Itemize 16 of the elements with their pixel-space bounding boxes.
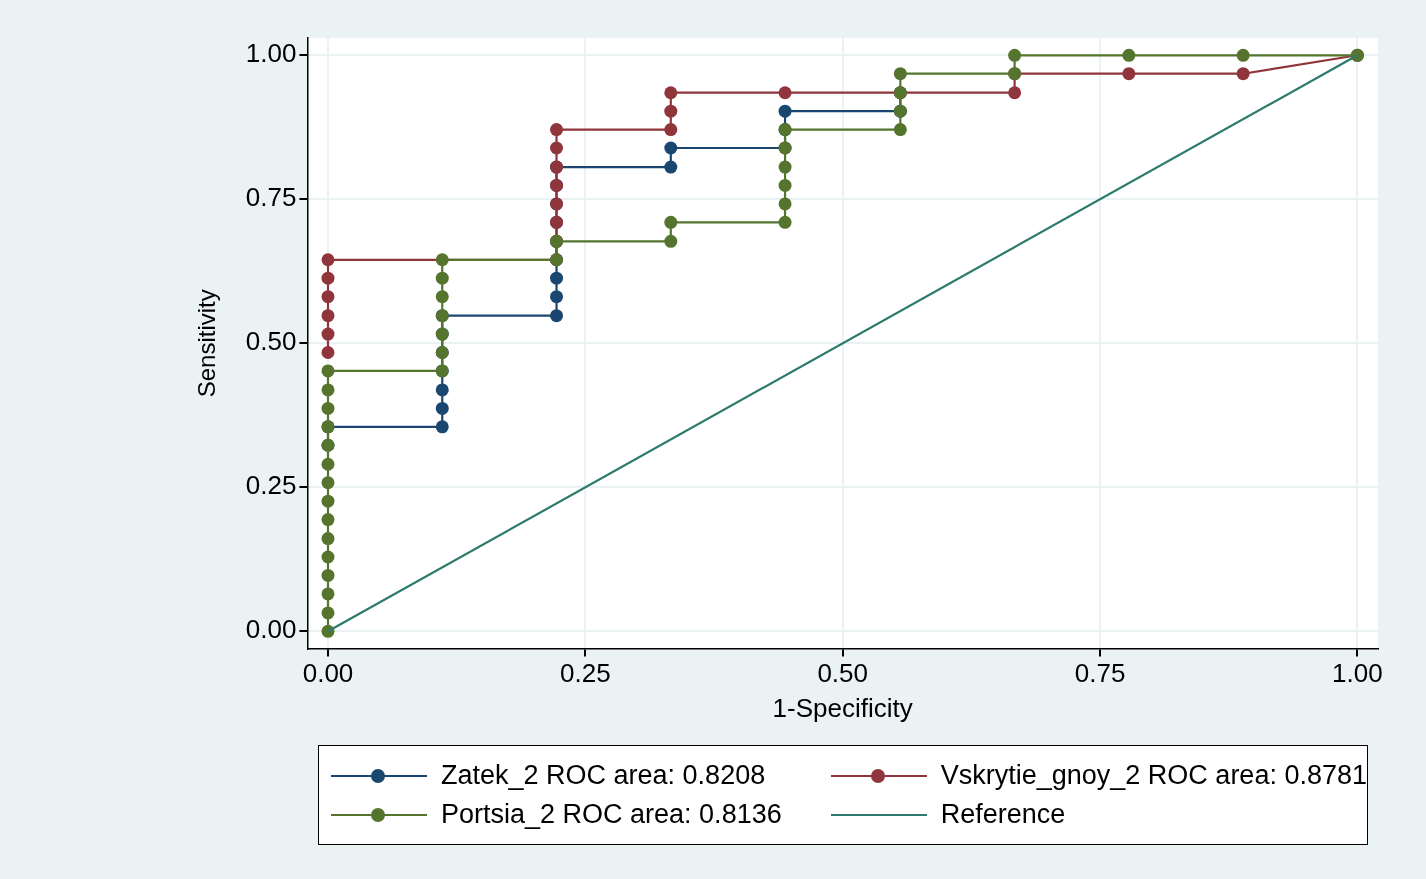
x-axis-title: 1-Specificity — [772, 692, 913, 723]
x-tick-label: 0.50 — [817, 658, 869, 689]
y-tick-label: 0.50 — [245, 326, 297, 357]
y-tick-label: 1.00 — [245, 38, 297, 69]
legend-label: Vskrytie_gnoy_2 ROC area: 0.8781 — [940, 760, 1367, 791]
x-tick-label: 0.75 — [1074, 658, 1126, 689]
y-tick-label: 0.25 — [245, 470, 297, 501]
legend-label: Reference — [940, 799, 1066, 830]
legend-label: Zatek_2 ROC area: 0.8208 — [441, 760, 766, 791]
y-tick-label: 0.00 — [245, 614, 297, 645]
x-tick-label: 1.00 — [1332, 658, 1383, 689]
x-tick-label: 0.00 — [302, 658, 354, 689]
y-axis-title: Sensitivity — [193, 289, 221, 398]
legend-label: Portsia_2 ROC area: 0.8136 — [441, 799, 782, 830]
x-tick-label: 0.25 — [560, 658, 611, 689]
y-tick-label: 0.75 — [245, 182, 297, 213]
